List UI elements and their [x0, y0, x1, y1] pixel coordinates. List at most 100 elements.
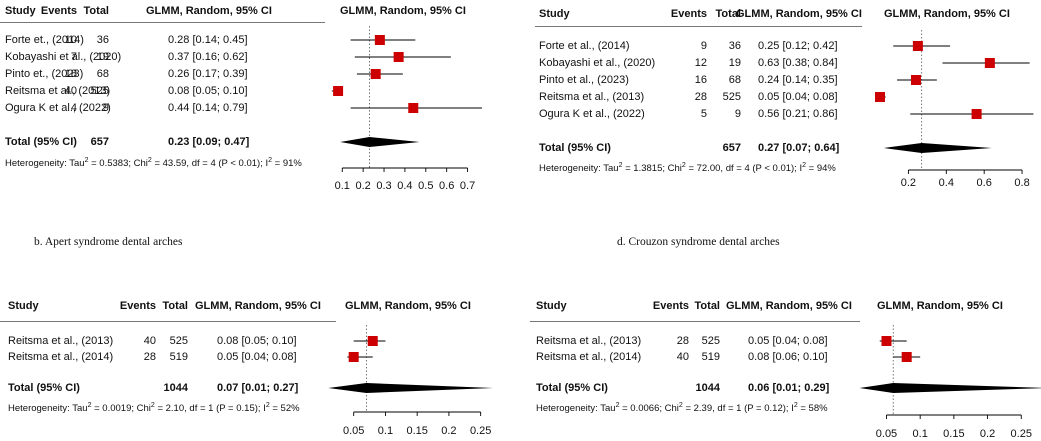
study-point-square — [393, 52, 404, 62]
study-point-square — [901, 352, 912, 362]
x-tick-label: 0.4 — [939, 177, 954, 189]
study-events: 28 — [676, 335, 689, 347]
pooled-diamond — [859, 383, 1041, 393]
study-events: 7 — [70, 51, 77, 63]
header-events: Events — [670, 8, 707, 20]
x-tick-label: 0.25 — [1011, 428, 1032, 440]
header-study: Study — [539, 8, 570, 20]
study-name: Forte et., (2014) — [5, 34, 84, 46]
study-total: 525 — [701, 335, 720, 347]
header-ci: GLMM, Random, 95% CI — [726, 300, 852, 312]
study-ci: 0.25 [0.12; 0.42] — [758, 40, 838, 52]
study-ci: 0.05 [0.04; 0.08] — [758, 91, 838, 103]
x-tick-label: 0.8 — [1014, 177, 1029, 189]
study-point-square — [370, 69, 381, 79]
header-plot: GLMM, Random, 95% CI — [345, 300, 471, 312]
study-point-square — [333, 86, 344, 96]
header-study: Study — [5, 5, 36, 17]
x-tick-label: 0.5 — [418, 180, 433, 192]
x-tick-label: 0.6 — [977, 177, 992, 189]
study-ci: 0.56 [0.21; 0.86] — [758, 108, 838, 120]
study-events: 18 — [64, 68, 77, 80]
study-events: 40 — [143, 335, 156, 347]
study-point-square — [971, 109, 982, 119]
study-events: 4 — [70, 102, 77, 114]
study-ci: 0.44 [0.14; 0.79] — [168, 102, 248, 114]
pooled-label: Total (95% CI) — [8, 382, 80, 394]
study-point-square — [984, 58, 995, 68]
header-plot: GLMM, Random, 95% CI — [340, 5, 466, 17]
study-name: Pinto et al., (2023) — [539, 74, 629, 86]
study-total: 68 — [96, 68, 109, 80]
header-plot: GLMM, Random, 95% CI — [877, 300, 1003, 312]
x-tick-label: 0.2 — [980, 428, 995, 440]
study-name: Kobayashi et al., (2020) — [5, 51, 122, 63]
x-tick-label: 0.15 — [406, 425, 427, 437]
x-tick-label: 0.4 — [397, 180, 412, 192]
x-tick-label: 0.15 — [943, 428, 964, 440]
x-tick-label: 0.3 — [376, 180, 391, 192]
header-ci: GLMM, Random, 95% CI — [146, 5, 272, 17]
x-tick-label: 0.2 — [901, 177, 916, 189]
study-events: 40 — [64, 85, 77, 97]
study-name: Reitsma et al., (2013) — [536, 335, 642, 347]
study-ci: 0.05 [0.04; 0.08] — [748, 335, 828, 347]
pooled-ci: 0.06 [0.01; 0.29] — [748, 382, 830, 394]
x-tick-label: 0.1 — [335, 180, 350, 192]
header-total: Total — [715, 8, 741, 20]
forest-panel-bottom-left: Study Events Total GLMM, Random, 95% CI GLMM… — [0, 0, 520, 441]
study-name: Ogura K et al., (2022) — [5, 102, 111, 114]
study-total: 519 — [701, 351, 720, 363]
pooled-label: Total (95% CI) — [536, 382, 608, 394]
x-tick-label: 0.7 — [460, 180, 475, 192]
pooled-total: 657 — [90, 136, 109, 148]
forest-panel-top-right: Study Events Total GLMM, Random, 95% CI GLMM… — [0, 0, 1041, 200]
header-events: Events — [40, 5, 77, 17]
study-ci: 0.08 [0.06; 0.10] — [748, 351, 828, 363]
study-name: Reitsma et al., (2013) — [5, 85, 111, 97]
header-rule — [530, 321, 860, 322]
study-point-square — [408, 103, 419, 113]
caption-crouzon: d. Crouzon syndrome dental arches — [617, 236, 780, 248]
header-total: Total — [162, 300, 188, 312]
pooled-total: 1044 — [695, 382, 720, 394]
study-events: 16 — [694, 74, 707, 86]
study-ci: 0.08 [0.05; 0.10] — [168, 85, 248, 97]
pooled-label: Total (95% CI) — [5, 136, 77, 148]
study-events: 9 — [700, 40, 707, 52]
study-events: 40 — [676, 351, 689, 363]
x-tick-label: 0.1 — [378, 425, 393, 437]
header-study: Study — [536, 300, 567, 312]
header-ci: GLMM, Random, 95% CI — [736, 8, 862, 20]
study-total: 525 — [169, 335, 188, 347]
pooled-total: 657 — [722, 142, 741, 154]
header-plot: GLMM, Random, 95% CI — [884, 8, 1010, 20]
x-tick-label: 0.2 — [355, 180, 370, 192]
study-events: 12 — [694, 57, 707, 69]
pooled-ci: 0.23 [0.09; 0.47] — [168, 136, 250, 148]
study-total: 68 — [728, 74, 741, 86]
heterogeneity-text: Heterogeneity: Tau2 = 0.5383; Chi2 = 43.… — [5, 157, 302, 170]
caption-apert: b. Apert syndrome dental arches — [34, 236, 183, 248]
study-total: 19 — [728, 57, 741, 69]
study-name: Reitsma et al., (2014) — [8, 351, 114, 363]
study-name: Kobayashi et al., (2020) — [539, 57, 656, 69]
x-tick-label: 0.1 — [913, 428, 928, 440]
study-total: 519 — [169, 351, 188, 363]
study-events: 28 — [694, 91, 707, 103]
study-ci: 0.08 [0.05; 0.10] — [217, 335, 297, 347]
x-tick-label: 0.2 — [441, 425, 456, 437]
study-total: 9 — [734, 108, 741, 120]
header-rule — [0, 321, 336, 322]
pooled-ci: 0.27 [0.07; 0.64] — [758, 142, 840, 154]
study-total: 19 — [96, 51, 109, 63]
study-point-square — [348, 352, 359, 362]
header-events: Events — [119, 300, 156, 312]
study-ci: 0.24 [0.14; 0.35] — [758, 74, 838, 86]
study-name: Reitsma et al., (2013) — [8, 335, 114, 347]
heterogeneity-text: Heterogeneity: Tau2 = 1.3815; Chi2 = 72.… — [539, 162, 836, 175]
study-point-square — [912, 41, 923, 51]
